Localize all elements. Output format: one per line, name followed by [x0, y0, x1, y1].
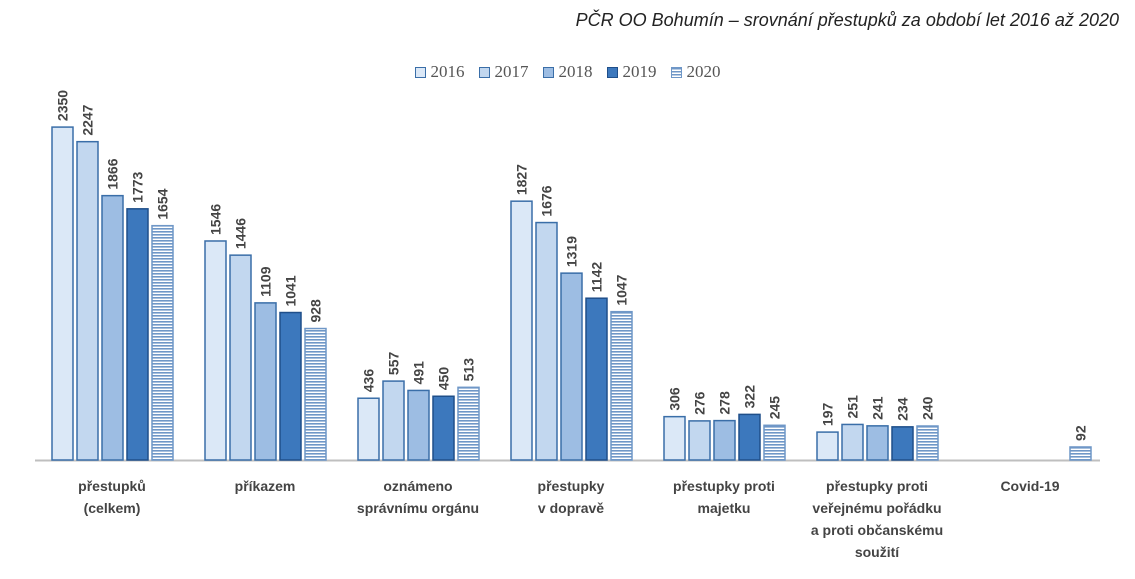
category-label-6: Covid-19	[1000, 478, 1060, 494]
bar-2017-cat-4	[688, 420, 711, 461]
legend-swatch-2019	[606, 66, 618, 78]
data-label-2018-cat-2: 491	[411, 361, 427, 385]
bar-2017-cat-0	[76, 140, 99, 461]
data-label-2017-cat-1: 1446	[233, 218, 249, 249]
bar-2017-cat-3	[535, 221, 558, 461]
bar-2020-cat-1	[304, 327, 327, 461]
bar-2018-cat-2	[407, 389, 430, 461]
data-label-2018-cat-3: 1319	[564, 236, 580, 267]
bar-2019-cat-2	[432, 395, 455, 461]
legend-item-2016: 2016	[414, 62, 465, 82]
bar-2019-cat-4	[738, 413, 761, 461]
bar-2016-cat-1	[204, 240, 227, 461]
bar-2016-cat-5	[816, 431, 839, 461]
bar-2018-cat-1	[254, 302, 277, 461]
legend-label-2019: 2019	[622, 62, 657, 81]
data-label-2016-cat-3: 1827	[514, 164, 530, 195]
legend-label-2017: 2017	[494, 62, 529, 81]
legend-swatch-2018	[542, 66, 554, 78]
data-label-2020-cat-6: 92	[1073, 425, 1089, 441]
data-label-2020-cat-4: 245	[767, 396, 783, 420]
bar-2016-cat-2	[357, 397, 380, 461]
bar-2020-cat-4	[763, 424, 786, 461]
data-label-2017-cat-2: 557	[386, 352, 402, 376]
data-label-2018-cat-0: 1866	[105, 158, 121, 189]
data-label-2018-cat-4: 278	[717, 391, 733, 415]
data-label-2019-cat-1: 1041	[283, 275, 299, 306]
bar-2016-cat-3	[510, 200, 533, 461]
category-label-0: přestupků (celkem)	[78, 478, 146, 516]
data-label-2020-cat-5: 240	[920, 396, 936, 420]
bar-2017-cat-1	[229, 254, 252, 461]
category-label-3: přestupky v dopravě	[537, 478, 605, 516]
legend-label-2016: 2016	[430, 62, 465, 81]
category-label-2: oznámeno správnímu orgánu	[356, 478, 480, 516]
data-label-2019-cat-3: 1142	[589, 262, 605, 293]
legend-label-2020: 2020	[686, 62, 721, 81]
data-label-2019-cat-4: 322	[742, 385, 758, 409]
bar-2016-cat-0	[51, 126, 74, 461]
category-label-4: přestupky proti majetku	[673, 478, 775, 516]
bar-2019-cat-5	[891, 426, 914, 461]
chart-legend: 2016 2017 2018 2019 2020	[0, 62, 1135, 82]
category-label-5: přestupky proti veřejnému pořádku a prot…	[810, 478, 944, 560]
data-label-2016-cat-4: 306	[667, 387, 683, 411]
data-label-2018-cat-5: 241	[870, 396, 886, 420]
legend-swatch-2016	[414, 66, 426, 78]
data-label-2016-cat-0: 2350	[55, 90, 71, 121]
bar-2020-cat-3	[610, 310, 633, 461]
bar-2019-cat-1	[279, 311, 302, 461]
bar-2018-cat-5	[866, 425, 889, 461]
data-label-2016-cat-1: 1546	[208, 204, 224, 235]
data-label-2017-cat-4: 276	[692, 391, 708, 415]
bar-2020-cat-0	[151, 224, 174, 461]
data-label-2019-cat-5: 234	[895, 397, 911, 421]
legend-item-2017: 2017	[478, 62, 529, 82]
bar-2019-cat-0	[126, 208, 149, 461]
data-label-2020-cat-2: 513	[461, 358, 477, 382]
bar-2016-cat-4	[663, 415, 686, 461]
bar-2020-cat-2	[457, 386, 480, 461]
data-label-2020-cat-0: 1654	[155, 188, 171, 219]
data-label-2020-cat-3: 1047	[614, 274, 630, 305]
bar-2017-cat-2	[382, 380, 405, 461]
legend-label-2018: 2018	[558, 62, 593, 81]
chart-title: PČR OO Bohumín – srovnání přestupků za o…	[575, 10, 1119, 30]
legend-swatch-2020	[670, 66, 682, 78]
bar-2017-cat-5	[841, 423, 864, 461]
data-label-2018-cat-1: 1109	[258, 266, 274, 297]
data-label-2016-cat-2: 436	[361, 369, 377, 393]
data-label-2019-cat-2: 450	[436, 367, 452, 391]
data-label-2019-cat-0: 1773	[130, 171, 146, 202]
data-label-2017-cat-5: 251	[845, 395, 861, 419]
bar-2019-cat-3	[585, 297, 608, 461]
legend-swatch-2017	[478, 66, 490, 78]
bar-2018-cat-3	[560, 272, 583, 461]
bar-2018-cat-0	[101, 194, 124, 461]
legend-item-2019: 2019	[606, 62, 657, 82]
legend-item-2018: 2018	[542, 62, 593, 82]
bar-2020-cat-5	[916, 425, 939, 461]
data-label-2017-cat-0: 2247	[80, 104, 96, 135]
bar-2018-cat-4	[713, 419, 736, 461]
data-label-2017-cat-3: 1676	[539, 185, 555, 216]
data-label-2020-cat-1: 928	[308, 299, 324, 323]
category-label-1: příkazem	[234, 478, 296, 494]
bar-2020-cat-6	[1069, 446, 1092, 461]
legend-item-2020: 2020	[670, 62, 721, 82]
data-label-2016-cat-5: 197	[820, 403, 836, 427]
